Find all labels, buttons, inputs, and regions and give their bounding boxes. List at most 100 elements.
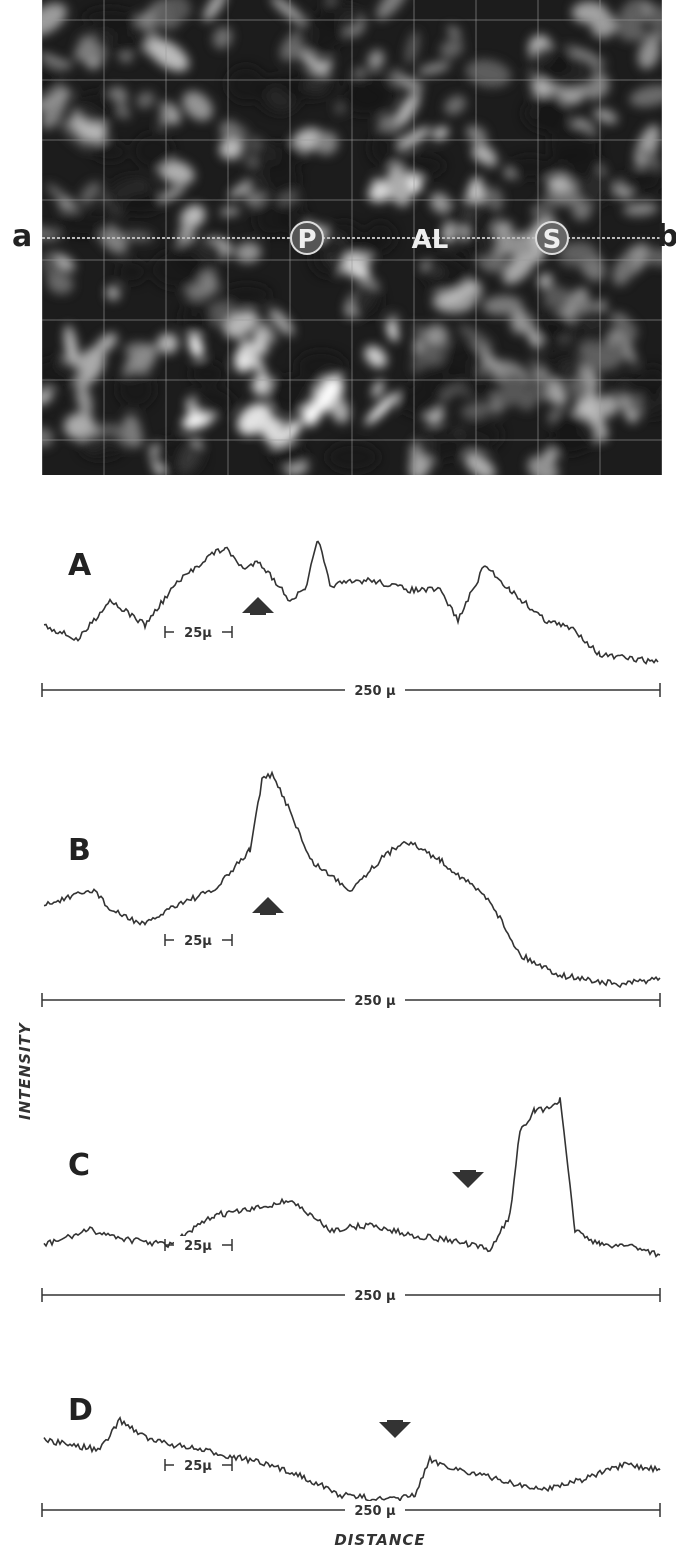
cell [56,211,112,237]
cell-edge [269,308,295,336]
cell [189,360,226,388]
cell-edge [637,37,661,70]
cell [123,192,163,216]
scale-bar-label: 25μ [184,1239,212,1254]
span-label: 250 μ [354,684,396,699]
cell [576,170,616,206]
intensity-trace [43,540,659,665]
cell [269,443,308,468]
cell [345,73,396,112]
cell [152,437,206,475]
cell-edge [593,108,618,124]
cell-edge [106,285,120,301]
cell-edge [64,324,79,372]
cell [79,433,125,461]
cell [316,3,362,32]
cell-edge [386,166,412,207]
cell-edge [76,383,93,417]
cell [91,142,128,163]
cell-edge [647,5,662,31]
cell-edge [212,26,233,49]
cell-edge [634,124,660,168]
cell-edge [543,286,569,308]
cell-edge [72,346,106,388]
cell [116,259,147,284]
cell [351,284,383,320]
intensity-trace [43,1097,661,1258]
cell-edge [572,199,592,221]
cell [267,375,318,412]
cell [116,370,156,409]
scale-label-bg [174,623,222,641]
cell-edge [58,198,75,211]
cell-edge [372,379,384,399]
cell-edge [219,207,240,216]
cell-edge [571,1,608,24]
scale-label-bg [174,931,222,949]
marker-label: S [543,225,562,255]
cell-edge [546,175,572,192]
cell [443,342,485,379]
cell-edge [330,396,350,424]
intensity-trace [43,1415,661,1502]
cell-edge [182,91,213,121]
marker-label: P [297,225,316,255]
cell-edge [156,185,186,204]
cell-edge [487,155,498,168]
y-axis-label: INTENSITY [16,1021,34,1120]
cell-edge [405,31,420,65]
cell-edge [94,332,118,354]
cell [548,125,600,164]
cell [132,132,174,170]
cell-edge [364,345,387,368]
cell [578,307,617,343]
cell [618,170,662,193]
cell-edge [563,241,598,263]
panel-label: A [68,548,92,583]
cell-edge [529,248,545,263]
cell-edge [58,121,91,152]
cell-edge [417,61,451,76]
cell-edge [147,38,189,72]
scale-label-bg [174,1456,222,1474]
panel-label: B [68,833,91,868]
cell-edge [158,160,195,185]
scale-bar-label: 25μ [184,934,212,949]
cell-edge [159,101,171,129]
cell [83,7,136,28]
cell-edge [136,91,155,109]
cell-edge [461,401,493,419]
cell-edge [387,322,399,342]
cell-edge [596,394,619,418]
cell [225,64,267,104]
cell-edge [219,138,243,160]
cell-edge [623,202,659,216]
cell-edge [122,231,154,242]
cell-edge [646,31,662,40]
cell [42,358,81,388]
cell-edge [258,320,276,344]
cell-edge [581,343,625,372]
cell [295,350,347,381]
cell [551,411,582,439]
cell-edge [482,295,523,316]
cell-edge [79,181,101,205]
cell-edge [157,333,179,354]
scale-bar-label: 25μ [184,1459,212,1474]
cell-edge [167,0,192,20]
cell-edge [432,126,449,141]
arrow [242,597,274,615]
cell-edge [47,272,74,295]
cell-edge [270,0,307,25]
cell-edge [318,378,339,412]
cell-edge [281,419,302,444]
span-label: 250 μ [354,994,396,1009]
marker-circle [535,221,569,255]
marker-circle [290,221,324,255]
span-label-bg [345,991,405,1009]
cell-edge [537,273,554,289]
cell-edge [122,414,142,448]
cell [281,71,336,101]
cell-edge [619,334,637,366]
